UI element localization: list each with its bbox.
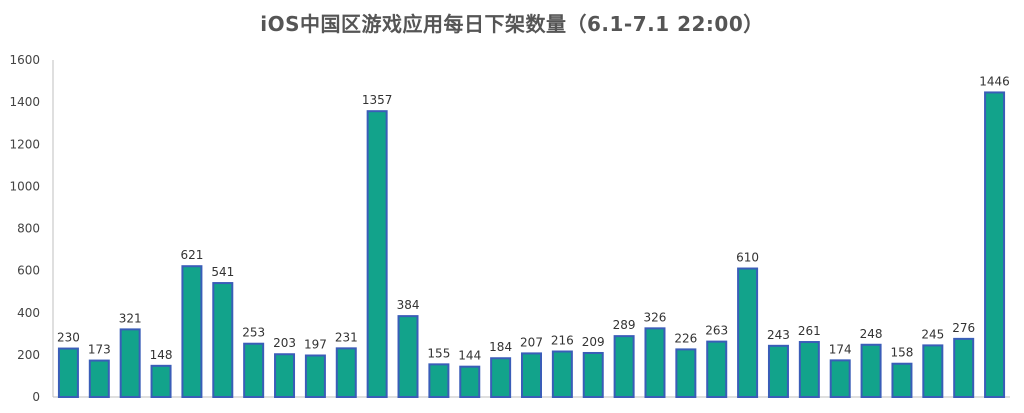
bar (428, 363, 450, 398)
bar (984, 91, 1006, 398)
bar (613, 335, 635, 398)
bar (644, 327, 666, 398)
bar (397, 315, 419, 398)
bar (335, 347, 357, 398)
data-label: 321 (119, 311, 142, 325)
bar (88, 359, 110, 399)
bar (706, 340, 728, 398)
data-label: 203 (273, 336, 296, 350)
bar (860, 343, 882, 399)
bar (304, 354, 326, 398)
data-label: 610 (736, 251, 759, 265)
y-tick-label: 1200 (9, 137, 40, 151)
data-label: 263 (705, 324, 728, 338)
bar (891, 362, 913, 399)
y-tick-label: 800 (17, 222, 40, 236)
bar (243, 342, 265, 399)
data-label: 253 (242, 326, 265, 340)
bar (582, 351, 604, 398)
data-label: 209 (582, 335, 605, 349)
chart-title: iOS中国区游戏应用每日下架数量（6.1-7.1 22:00） (260, 12, 764, 36)
data-label: 216 (551, 334, 574, 348)
data-label: 276 (952, 321, 975, 335)
bar (366, 110, 388, 398)
bar (829, 359, 851, 399)
y-tick-label: 1000 (9, 179, 40, 193)
bar (737, 267, 759, 398)
bar (181, 265, 203, 398)
y-tick-label: 0 (32, 390, 40, 404)
bar (521, 352, 542, 399)
bar (675, 348, 697, 398)
bar (274, 353, 296, 399)
data-label: 148 (150, 348, 173, 362)
data-label: 1357 (362, 93, 393, 107)
data-label: 174 (829, 342, 852, 356)
y-tick-label: 1600 (9, 53, 40, 67)
bar (490, 357, 512, 398)
data-label: 230 (57, 331, 80, 345)
data-label: 155 (427, 346, 450, 360)
bar (57, 347, 79, 398)
data-label: 261 (798, 324, 821, 338)
bar (119, 328, 141, 398)
y-tick-label: 400 (17, 306, 40, 320)
y-tick-labels: 0 200 400 600 800 1000 1200 1400 1600 (9, 53, 40, 404)
bar (212, 282, 234, 399)
bar (953, 337, 975, 398)
data-label: 144 (458, 349, 481, 363)
data-label: 197 (304, 338, 327, 352)
data-label: 289 (613, 318, 636, 332)
data-label: 243 (767, 328, 790, 342)
data-label: 245 (921, 327, 944, 341)
bar (551, 350, 573, 399)
data-label: 1446 (979, 74, 1010, 88)
data-label: 621 (180, 248, 203, 262)
bar (459, 365, 481, 399)
y-tick-label: 200 (17, 348, 40, 362)
data-label: 173 (88, 343, 111, 357)
bar (798, 341, 820, 399)
data-label: 541 (211, 265, 234, 279)
data-label: 326 (644, 310, 667, 324)
data-labels: 230 173 321 148 621 541 253 203 197 231 1357 384 155… (57, 74, 1010, 362)
y-tick-label: 600 (17, 264, 40, 278)
bar (150, 364, 172, 399)
data-label: 248 (860, 327, 883, 341)
bars (57, 91, 1006, 399)
bar (922, 344, 944, 399)
bar (767, 344, 789, 398)
data-label: 184 (489, 340, 512, 354)
data-label: 158 (890, 346, 913, 360)
data-label: 207 (520, 335, 543, 349)
y-tick-label: 1400 (9, 95, 40, 109)
data-label: 384 (397, 298, 420, 312)
data-label: 226 (674, 331, 697, 345)
data-label: 231 (335, 330, 358, 344)
